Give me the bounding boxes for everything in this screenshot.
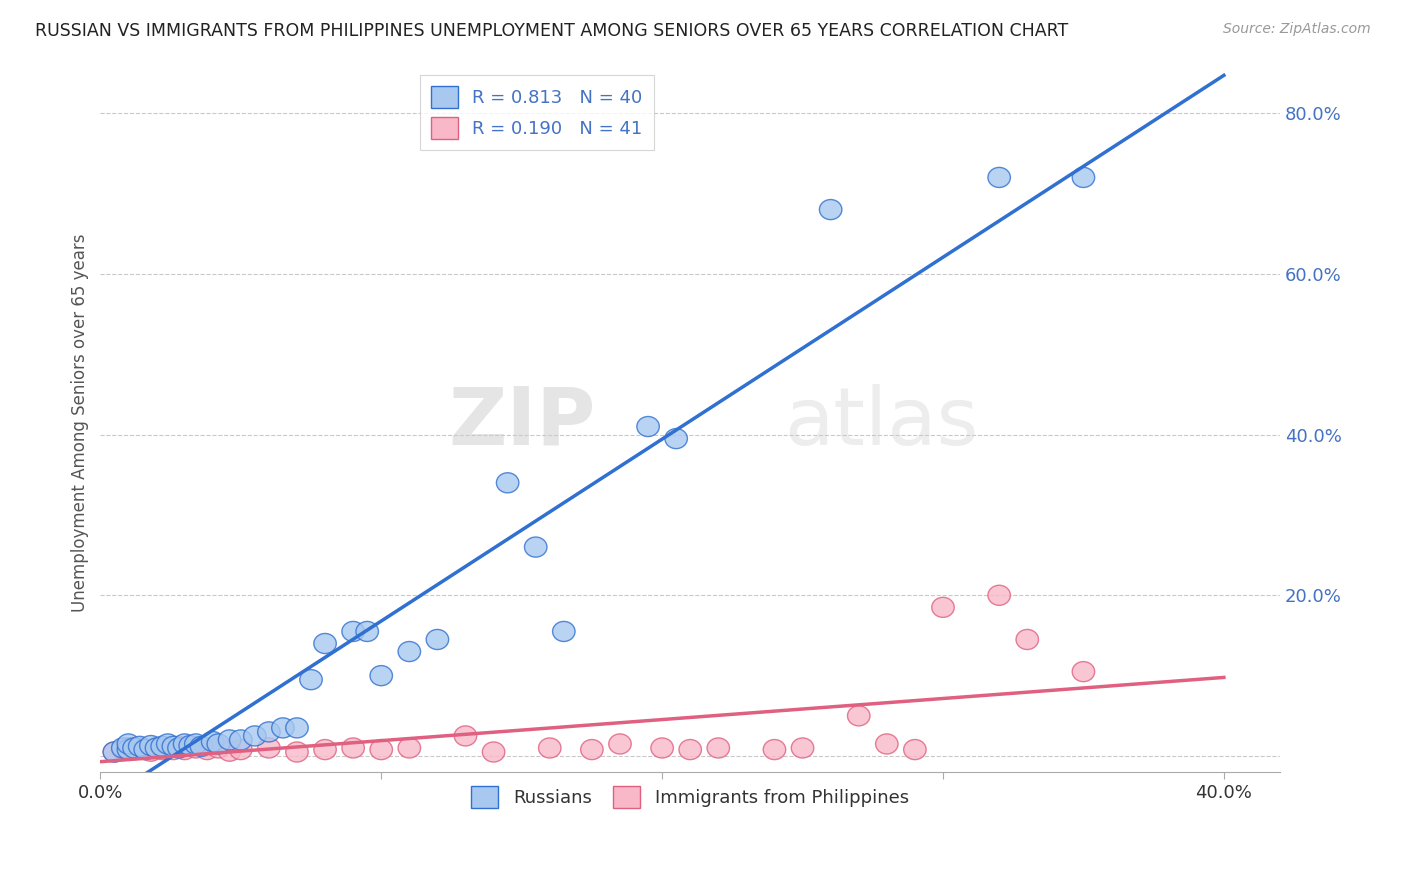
Text: ZIP: ZIP: [449, 384, 596, 461]
Y-axis label: Unemployment Among Seniors over 65 years: Unemployment Among Seniors over 65 years: [72, 234, 89, 612]
Text: atlas: atlas: [785, 384, 979, 461]
Text: Source: ZipAtlas.com: Source: ZipAtlas.com: [1223, 22, 1371, 37]
Text: RUSSIAN VS IMMIGRANTS FROM PHILIPPINES UNEMPLOYMENT AMONG SENIORS OVER 65 YEARS : RUSSIAN VS IMMIGRANTS FROM PHILIPPINES U…: [35, 22, 1069, 40]
Legend: Russians, Immigrants from Philippines: Russians, Immigrants from Philippines: [464, 779, 917, 815]
